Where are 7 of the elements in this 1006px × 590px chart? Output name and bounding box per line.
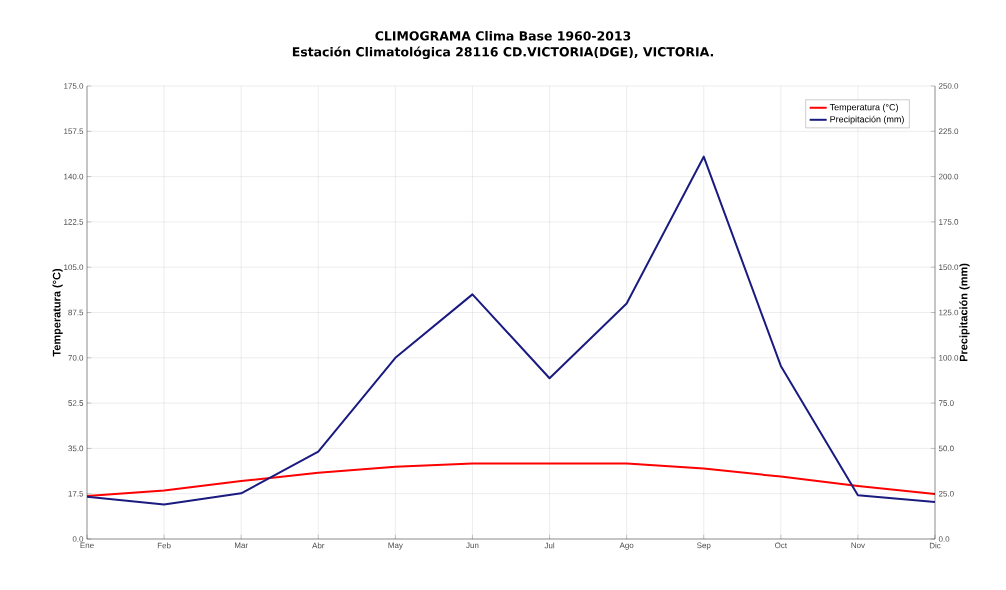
chart-title: CLIMOGRAMA Clima Base 1960-2013 (375, 30, 631, 41)
y-axis-title: Temperatura (°C) (52, 268, 63, 357)
legend-label: Precipitación (mm) (830, 115, 904, 125)
legend-label: Temperatura (°C) (829, 103, 898, 113)
chart-subtitle: Estación Climatológica 28116 CD.VICTORIA(DGE), VICTORIA. (292, 46, 713, 60)
line-series (87, 155, 936, 506)
y2-axis-title: Precipitación (mm) (959, 263, 970, 362)
